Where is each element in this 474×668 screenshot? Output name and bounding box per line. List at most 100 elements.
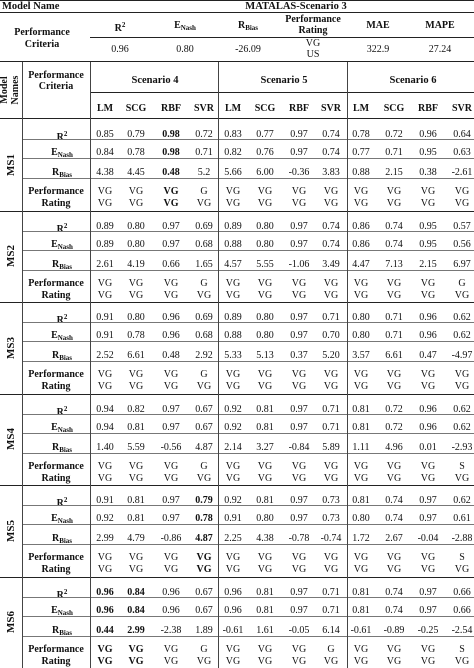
- table-cell: 0.73: [322, 495, 340, 506]
- table-cell: VG: [257, 369, 273, 380]
- row-divider: [22, 505, 474, 506]
- table-cell: G: [200, 643, 208, 655]
- table-cell: VG: [97, 198, 113, 209]
- row-divider: [22, 139, 474, 140]
- table-cell: 3.27: [256, 441, 274, 453]
- table-cell: 1.11: [352, 441, 370, 453]
- table-cell: VG: [128, 643, 144, 655]
- table-cell: G: [200, 460, 208, 472]
- model-name: MS2: [5, 245, 17, 268]
- rating-label-line1: Performance: [28, 277, 84, 289]
- table-cell: 0.97: [290, 312, 308, 323]
- table-cell: VG: [97, 564, 113, 575]
- top-header-rbias: RBias: [237, 20, 259, 32]
- table-cell: VG: [163, 552, 179, 563]
- method-header: RBF: [161, 103, 181, 114]
- model-name: MS5: [5, 519, 17, 542]
- table-cell: 0.97: [290, 147, 308, 158]
- table-cell: G: [327, 643, 335, 655]
- table-cell: VG: [323, 655, 339, 667]
- table-cell: 1.72: [352, 533, 370, 544]
- table-cell: 0.84: [127, 586, 145, 598]
- table-cell: 0.88: [224, 330, 242, 341]
- block-divider: [0, 485, 474, 486]
- table-cell: 0.47: [419, 350, 437, 361]
- table-cell: VG: [386, 643, 402, 655]
- table-cell: 0.74: [385, 604, 403, 616]
- table-cell: 5.89: [322, 441, 340, 453]
- method-header: SVR: [193, 103, 215, 114]
- table-cell: 0.81: [352, 495, 370, 506]
- metric-label-enash: ENash: [51, 147, 73, 159]
- metric-label-r2: R2: [56, 404, 68, 418]
- table-cell: VG: [257, 277, 273, 289]
- table-cell: 4.47: [352, 258, 370, 270]
- table-cell: VG: [454, 186, 470, 197]
- table-cell: VG: [420, 472, 436, 484]
- table-cell: -0.84: [288, 441, 310, 453]
- table-cell: VG: [225, 186, 241, 197]
- table-cell: 0.74: [385, 513, 403, 524]
- table-cell: 0.71: [322, 403, 340, 415]
- rule: [0, 0, 474, 1]
- table-cell: VG: [353, 460, 369, 472]
- table-cell: 0.80: [256, 312, 274, 323]
- table-cell: -0.86: [160, 533, 182, 544]
- rating-label-line1: Performance: [28, 186, 84, 197]
- top-value-rating-1: VG: [305, 38, 321, 49]
- table-cell: VG: [196, 655, 212, 667]
- table-cell: S: [459, 460, 465, 472]
- table-cell: 2.99: [96, 533, 114, 544]
- table-cell: -0.61: [222, 624, 244, 636]
- table-cell: VG: [353, 369, 369, 380]
- row-divider: [22, 361, 474, 362]
- method-header: RBF: [289, 103, 309, 114]
- table-cell: 0.57: [453, 220, 471, 232]
- table-cell: 2.15: [419, 258, 437, 270]
- table-cell: VG: [128, 655, 144, 667]
- table-cell: VG: [353, 564, 369, 575]
- table-cell: 0.67: [195, 421, 213, 433]
- table-cell: VG: [97, 277, 113, 289]
- table-cell: 0.81: [127, 495, 145, 506]
- table-cell: 0.81: [256, 604, 274, 616]
- table-cell: VG: [257, 460, 273, 472]
- table-cell: VG: [323, 198, 339, 209]
- table-cell: 0.97: [419, 495, 437, 506]
- table-cell: 0.89: [224, 312, 242, 323]
- metric-label-r2: R2: [56, 313, 68, 326]
- metric-label-enash: ENash: [51, 513, 73, 525]
- row-divider: [22, 452, 474, 454]
- table-cell: 0.80: [256, 513, 274, 524]
- table-cell: 0.97: [162, 513, 180, 524]
- table-cell: VG: [386, 198, 402, 209]
- table-cell: 0.89: [96, 220, 114, 232]
- top-criteria-label-line2: Criteria: [24, 39, 60, 50]
- table-cell: 3.49: [322, 258, 340, 270]
- table-cell: 0.80: [352, 330, 370, 341]
- table-cell: 0.66: [453, 604, 471, 616]
- table-cell: 2.52: [96, 350, 114, 361]
- table-cell: -0.36: [288, 167, 310, 178]
- table-cell: 2.14: [224, 441, 242, 453]
- top-value-mae: 322.9: [366, 44, 390, 55]
- table-cell: VG: [291, 472, 307, 484]
- table-cell: -0.05: [288, 624, 310, 636]
- table-cell: 0.97: [290, 129, 308, 140]
- table-cell: 0.67: [195, 586, 213, 598]
- table-cell: 0.81: [256, 495, 274, 506]
- table-cell: 6.14: [322, 624, 340, 636]
- table-cell: 0.80: [127, 238, 145, 250]
- table-cell: 1.61: [256, 624, 274, 636]
- table-cell: 4.38: [96, 167, 114, 178]
- table-cell: 4.19: [127, 258, 145, 270]
- rating-label-line2: Rating: [41, 472, 71, 484]
- table-cell: 0.96: [419, 312, 437, 323]
- table-cell: 0.81: [127, 421, 145, 433]
- top-value-rating-2: US: [306, 49, 320, 60]
- table-cell: VG: [353, 198, 369, 209]
- table-cell: 0.80: [127, 220, 145, 232]
- table-cell: 4.87: [195, 441, 213, 453]
- top-header-mae: MAE: [366, 20, 390, 31]
- table-cell: 0.91: [224, 513, 242, 524]
